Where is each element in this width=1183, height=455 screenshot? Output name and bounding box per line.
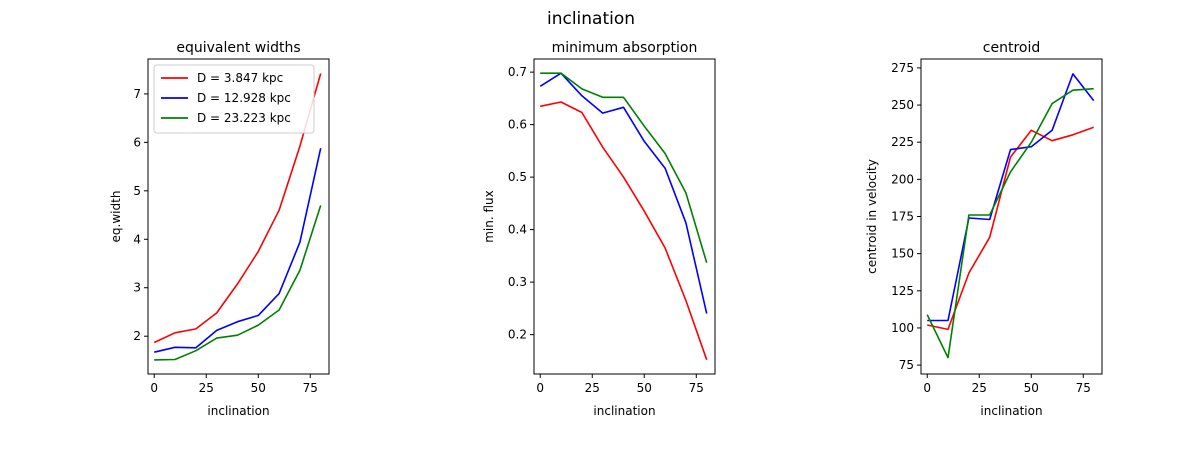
y-tick-label: 125 [891,284,914,298]
x-tick-label: 75 [1076,381,1091,395]
x-tick-label: 25 [972,381,987,395]
x-tick-label: 75 [689,381,704,395]
x-tick-label: 75 [303,381,318,395]
legend-entry: D = 12.928 kpc [197,91,291,105]
y-tick-label: 3 [133,281,141,295]
y-tick-label: 250 [891,98,914,112]
series-line-2 [154,148,322,353]
x-tick-label: 50 [637,381,652,395]
chart-panel-3: centroid 0 25 50 75 75 100 125 150 175 200 225 250 27… [865,40,1103,418]
series-line-3 [926,87,1094,359]
chart-title: centroid [983,40,1040,56]
chart-title: equivalent widths [176,40,300,56]
x-tick-label: 50 [251,381,266,395]
series-line-2 [927,73,1095,322]
series-line-3 [540,72,708,263]
y-tick-label: 0.5 [508,170,527,184]
y-tick-label: 75 [899,358,914,372]
series-line-1 [153,73,322,344]
x-tick-label: 50 [1024,381,1039,395]
y-tick-label: 100 [891,321,914,335]
legend: D = 3.847 kpc D = 12.928 kpc D = 23.223 kp… [153,64,315,134]
y-tick-label: 0.7 [508,65,527,79]
y-tick-label: 225 [891,135,914,149]
y-tick-label: 0.2 [508,328,527,342]
figure-suptitle: inclination [547,9,635,29]
charts-layer: equivalent widths 0 25 50 75 2 3 4 5 6 7 inclinatio… [109,40,1103,418]
series-line-3 [154,205,322,361]
y-tick-label: 4 [133,232,141,246]
chart-title: minimum absorption [552,40,698,56]
chart-panel-2: minimum absorption 0 25 50 75 0.2 0.3 0.4 0.5 0.6… [482,40,716,418]
x-tick-label: 0 [150,381,158,395]
x-tick-label: 25 [585,381,600,395]
y-tick-label: 150 [891,247,914,261]
x-tick-label: 0 [923,381,931,395]
chart-panel-1: equivalent widths 0 25 50 75 2 3 4 5 6 7 inclinatio… [109,40,330,418]
x-tick-label: 25 [199,381,214,395]
y-tick-label: 5 [133,184,141,198]
y-tick-label: 200 [891,172,914,186]
y-tick-label: 275 [891,61,914,75]
y-axis-label: centroid in velocity [865,159,879,274]
y-axis-label: eq.width [109,191,123,243]
series-line-2 [539,72,708,314]
y-tick-label: 175 [891,210,914,224]
y-axis-label: min. flux [482,190,496,243]
x-axis-label: inclination [207,404,269,418]
x-tick-label: 0 [536,381,544,395]
x-axis-label: inclination [593,404,655,418]
x-axis-label: inclination [980,404,1042,418]
legend-entry: D = 23.223 kpc [197,111,291,125]
legend-entry: D = 3.847 kpc [197,71,283,85]
legend-box [153,64,315,134]
y-tick-label: 7 [133,87,141,101]
series-line-1 [540,101,708,361]
y-tick-label: 2 [133,329,141,343]
plot-frame [533,58,716,375]
y-tick-label: 0.4 [508,223,527,237]
y-tick-label: 0.3 [508,275,527,289]
y-tick-label: 0.6 [508,118,527,132]
y-tick-label: 6 [133,135,141,149]
